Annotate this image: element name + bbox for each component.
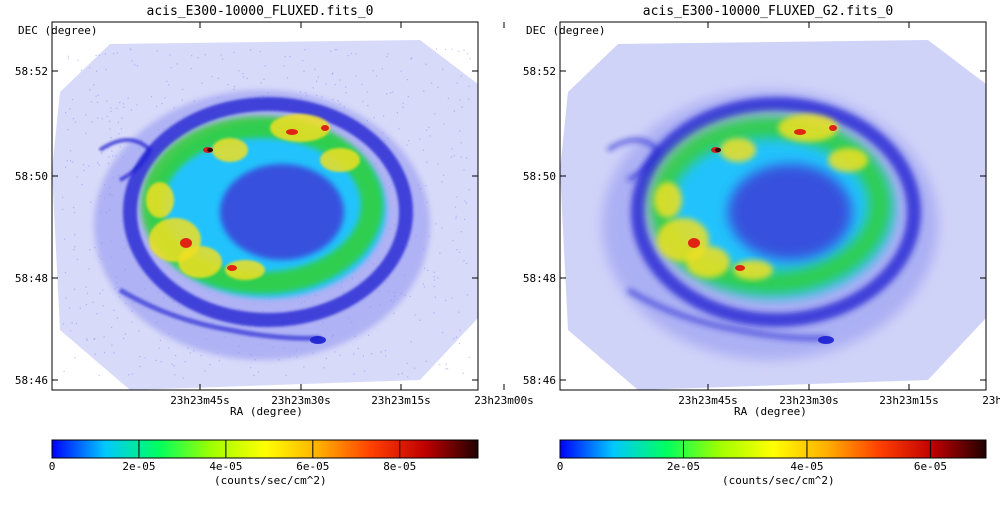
red-knot [227, 265, 237, 271]
x-tick-label: 23h23m30s [779, 394, 839, 407]
hotspot [212, 138, 248, 162]
colorbar-label: (counts/sec/cm^2) [722, 474, 835, 487]
hotspot [320, 148, 360, 172]
remnant [94, 90, 430, 360]
west-filament [98, 138, 153, 182]
colorbar-tick-label: 8e-05 [383, 460, 416, 473]
y-tick-label: 58:48 [15, 272, 48, 285]
south-filament [626, 287, 829, 341]
x-axis-label: RA (degree) [734, 405, 807, 418]
y-tick-label: 58:50 [523, 170, 556, 183]
red-knot [688, 238, 700, 248]
red-knot [286, 129, 298, 135]
hotspot [686, 246, 730, 278]
x-tick-label: 23h23m00s [474, 394, 534, 407]
left-panel: acis_E300-10000_FLUXED.fits_0 DEC (degre… [15, 4, 534, 487]
plot-frame [51, 21, 479, 391]
hotspot [225, 260, 265, 280]
x-tick-label: 23h23m45s [678, 394, 738, 407]
hotspot [654, 182, 682, 218]
colorbar-tick-label: 6e-05 [296, 460, 329, 473]
y-tick-label: 58:48 [523, 272, 556, 285]
colorbar-tick-label: 2e-05 [667, 460, 700, 473]
y-tick-label: 58:46 [523, 374, 556, 387]
red-knot [829, 125, 837, 131]
y-tick-label: 58:52 [523, 65, 556, 78]
plot-area: 23h23m45s 23h23m30s 23h23m15s 23h23m00s 58:5… [15, 21, 534, 473]
chart-title: acis_E300-10000_FLUXED.fits_0 [146, 4, 374, 19]
outer-shell [123, 97, 413, 327]
red-knot [794, 129, 806, 135]
y-axis-label: DEC (degree) [526, 24, 606, 37]
colorbar-tick-label: 4e-05 [790, 460, 823, 473]
bottom-knot [818, 336, 834, 344]
hotspot [778, 114, 838, 142]
chart-title: acis_E300-10000_FLUXED_G2.fits_0 [642, 4, 894, 19]
y-tick-label: 58:50 [15, 170, 48, 183]
hotspot [733, 260, 773, 280]
colorbar-tick-label: 6e-05 [914, 460, 947, 473]
hotspot [146, 182, 174, 218]
colorbar-label: (counts/sec/cm^2) [214, 474, 327, 487]
colorbar [51, 439, 479, 459]
south-filament [118, 287, 321, 341]
y-tick-label: 58:46 [15, 374, 48, 387]
dark-interior [220, 164, 344, 260]
right-panel: acis_E300-10000_FLUXED_G2.fits_0 DEC (de… [508, 0, 1000, 511]
red-knot [180, 238, 192, 248]
x-tick-label: 23h23m45s [170, 394, 230, 407]
remnant [602, 90, 938, 360]
x-axis-label: RA (degree) [230, 405, 303, 418]
colorbar-tick-label: 0 [557, 460, 564, 473]
outer-shell [631, 97, 921, 327]
colorbar-tick-label: 0 [49, 460, 56, 473]
plot-area: 23h23m45s 23h23m30s 23h23m15s 23h23m00s 58:5… [523, 21, 1000, 473]
hotspot [270, 114, 330, 142]
dark-interior [728, 164, 852, 260]
red-knot [321, 125, 329, 131]
dark-knot [207, 148, 213, 152]
dark-knot [715, 148, 721, 152]
colorbar-tick-label: 4e-05 [209, 460, 242, 473]
y-axis-label: DEC (degree) [18, 24, 98, 37]
hotspot [720, 138, 756, 162]
west-filament [606, 138, 661, 182]
plot-frame [559, 21, 987, 391]
x-tick-label: 23h23m15s [879, 394, 939, 407]
red-knot [735, 265, 745, 271]
hotspot [828, 148, 868, 172]
colorbar [559, 439, 987, 459]
hotspot [178, 246, 222, 278]
bottom-knot [310, 336, 326, 344]
x-tick-label: 23h23m00s [982, 394, 1000, 407]
y-tick-label: 58:52 [15, 65, 48, 78]
x-tick-label: 23h23m30s [271, 394, 331, 407]
x-tick-label: 23h23m15s [371, 394, 431, 407]
colorbar-tick-label: 2e-05 [122, 460, 155, 473]
